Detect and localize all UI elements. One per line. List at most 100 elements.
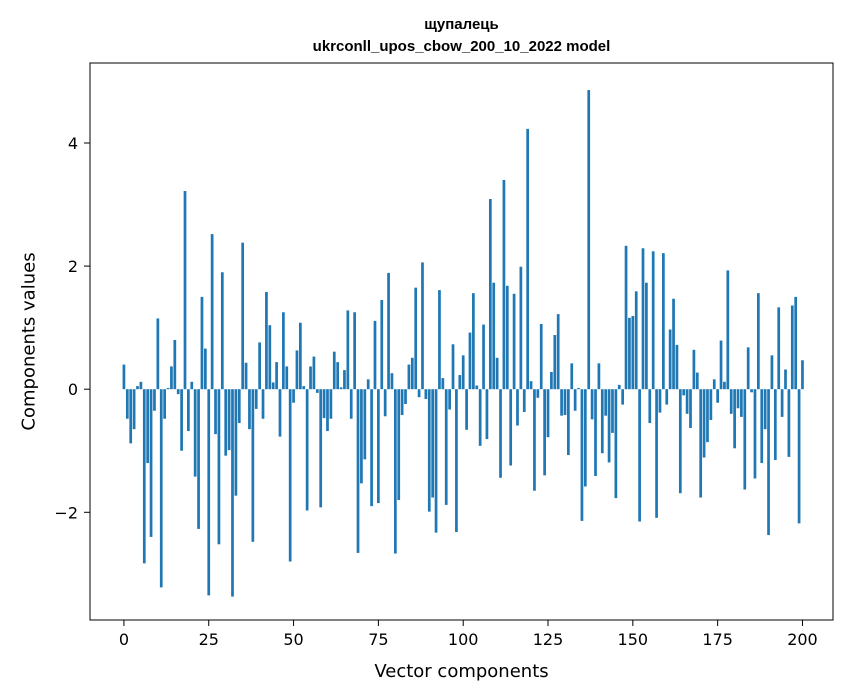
bar bbox=[149, 389, 153, 537]
bar bbox=[563, 389, 567, 416]
bar bbox=[614, 389, 618, 499]
bar bbox=[526, 128, 530, 390]
bar bbox=[319, 389, 323, 508]
bar bbox=[787, 389, 791, 457]
x-tick-label: 75 bbox=[368, 630, 388, 649]
bar bbox=[716, 389, 720, 403]
bar bbox=[583, 389, 587, 487]
y-tick-label: 2 bbox=[68, 257, 78, 276]
bar bbox=[227, 389, 231, 451]
bar bbox=[383, 389, 387, 417]
bar bbox=[624, 245, 628, 390]
bar bbox=[353, 312, 356, 390]
bar bbox=[665, 389, 669, 405]
bar bbox=[617, 384, 621, 390]
bar bbox=[427, 389, 431, 512]
bar bbox=[736, 389, 740, 409]
bar bbox=[214, 389, 217, 435]
bar bbox=[125, 389, 129, 419]
bar bbox=[431, 389, 435, 498]
bar bbox=[207, 389, 211, 596]
x-tick-label: 0 bbox=[119, 630, 129, 649]
bar bbox=[122, 364, 126, 390]
bar bbox=[729, 389, 733, 414]
bar bbox=[529, 381, 533, 390]
bar bbox=[726, 270, 730, 390]
bar bbox=[706, 389, 709, 443]
bar bbox=[458, 375, 462, 390]
bar bbox=[699, 389, 703, 498]
bar bbox=[621, 389, 625, 405]
bar bbox=[441, 378, 445, 390]
bar bbox=[424, 389, 428, 400]
bar bbox=[461, 355, 465, 390]
bar bbox=[309, 366, 312, 390]
bar bbox=[770, 355, 774, 390]
bar bbox=[278, 389, 282, 437]
bar bbox=[336, 362, 340, 390]
bar bbox=[743, 389, 747, 490]
bar bbox=[600, 389, 604, 454]
bar bbox=[444, 389, 448, 505]
bar bbox=[638, 389, 641, 522]
bar bbox=[268, 325, 272, 390]
bar bbox=[159, 389, 163, 588]
bar bbox=[509, 389, 513, 466]
bar bbox=[468, 332, 472, 390]
bar bbox=[370, 389, 373, 507]
bar bbox=[380, 299, 384, 390]
bar bbox=[658, 389, 662, 413]
plot-frame bbox=[89, 62, 834, 621]
x-tick-label: 25 bbox=[199, 630, 219, 649]
y-axis-label: Components values bbox=[18, 252, 39, 430]
bar bbox=[692, 349, 696, 390]
bar bbox=[567, 389, 570, 456]
bar bbox=[597, 363, 601, 390]
bar bbox=[516, 389, 519, 426]
bar bbox=[709, 389, 713, 420]
x-tick-label: 200 bbox=[787, 630, 818, 649]
bar bbox=[760, 389, 764, 464]
bar bbox=[472, 293, 475, 390]
bar bbox=[377, 389, 380, 504]
bar bbox=[231, 389, 234, 597]
bar bbox=[373, 320, 377, 390]
bar bbox=[183, 191, 187, 390]
bar bbox=[628, 317, 631, 390]
y-axis-ticks: −2 0 2 4 bbox=[54, 134, 90, 522]
bar bbox=[712, 379, 716, 390]
bar bbox=[285, 366, 289, 390]
bar bbox=[502, 179, 506, 390]
bar bbox=[550, 371, 553, 390]
bar bbox=[146, 389, 150, 464]
bar bbox=[139, 381, 143, 390]
bar bbox=[421, 262, 424, 390]
bar bbox=[492, 282, 496, 390]
bar bbox=[220, 272, 224, 390]
bar bbox=[560, 389, 563, 416]
bar bbox=[767, 389, 770, 536]
bar bbox=[438, 290, 441, 390]
bar bbox=[678, 389, 682, 494]
bar bbox=[780, 389, 784, 417]
bar bbox=[655, 389, 658, 518]
bar bbox=[478, 389, 482, 446]
bar bbox=[505, 285, 509, 390]
bars-group bbox=[122, 90, 804, 597]
bar bbox=[672, 298, 675, 390]
bar bbox=[662, 253, 665, 390]
bar bbox=[197, 389, 200, 529]
bar bbox=[522, 389, 526, 412]
bar bbox=[645, 282, 648, 390]
bar bbox=[173, 339, 177, 390]
bar bbox=[685, 389, 689, 414]
bar bbox=[187, 389, 190, 432]
bar bbox=[312, 356, 316, 390]
bar bbox=[777, 307, 781, 390]
bar bbox=[153, 389, 156, 411]
bar bbox=[631, 315, 635, 390]
bar bbox=[349, 389, 353, 419]
bar bbox=[682, 389, 686, 396]
bar bbox=[499, 389, 502, 478]
bar bbox=[689, 389, 692, 428]
